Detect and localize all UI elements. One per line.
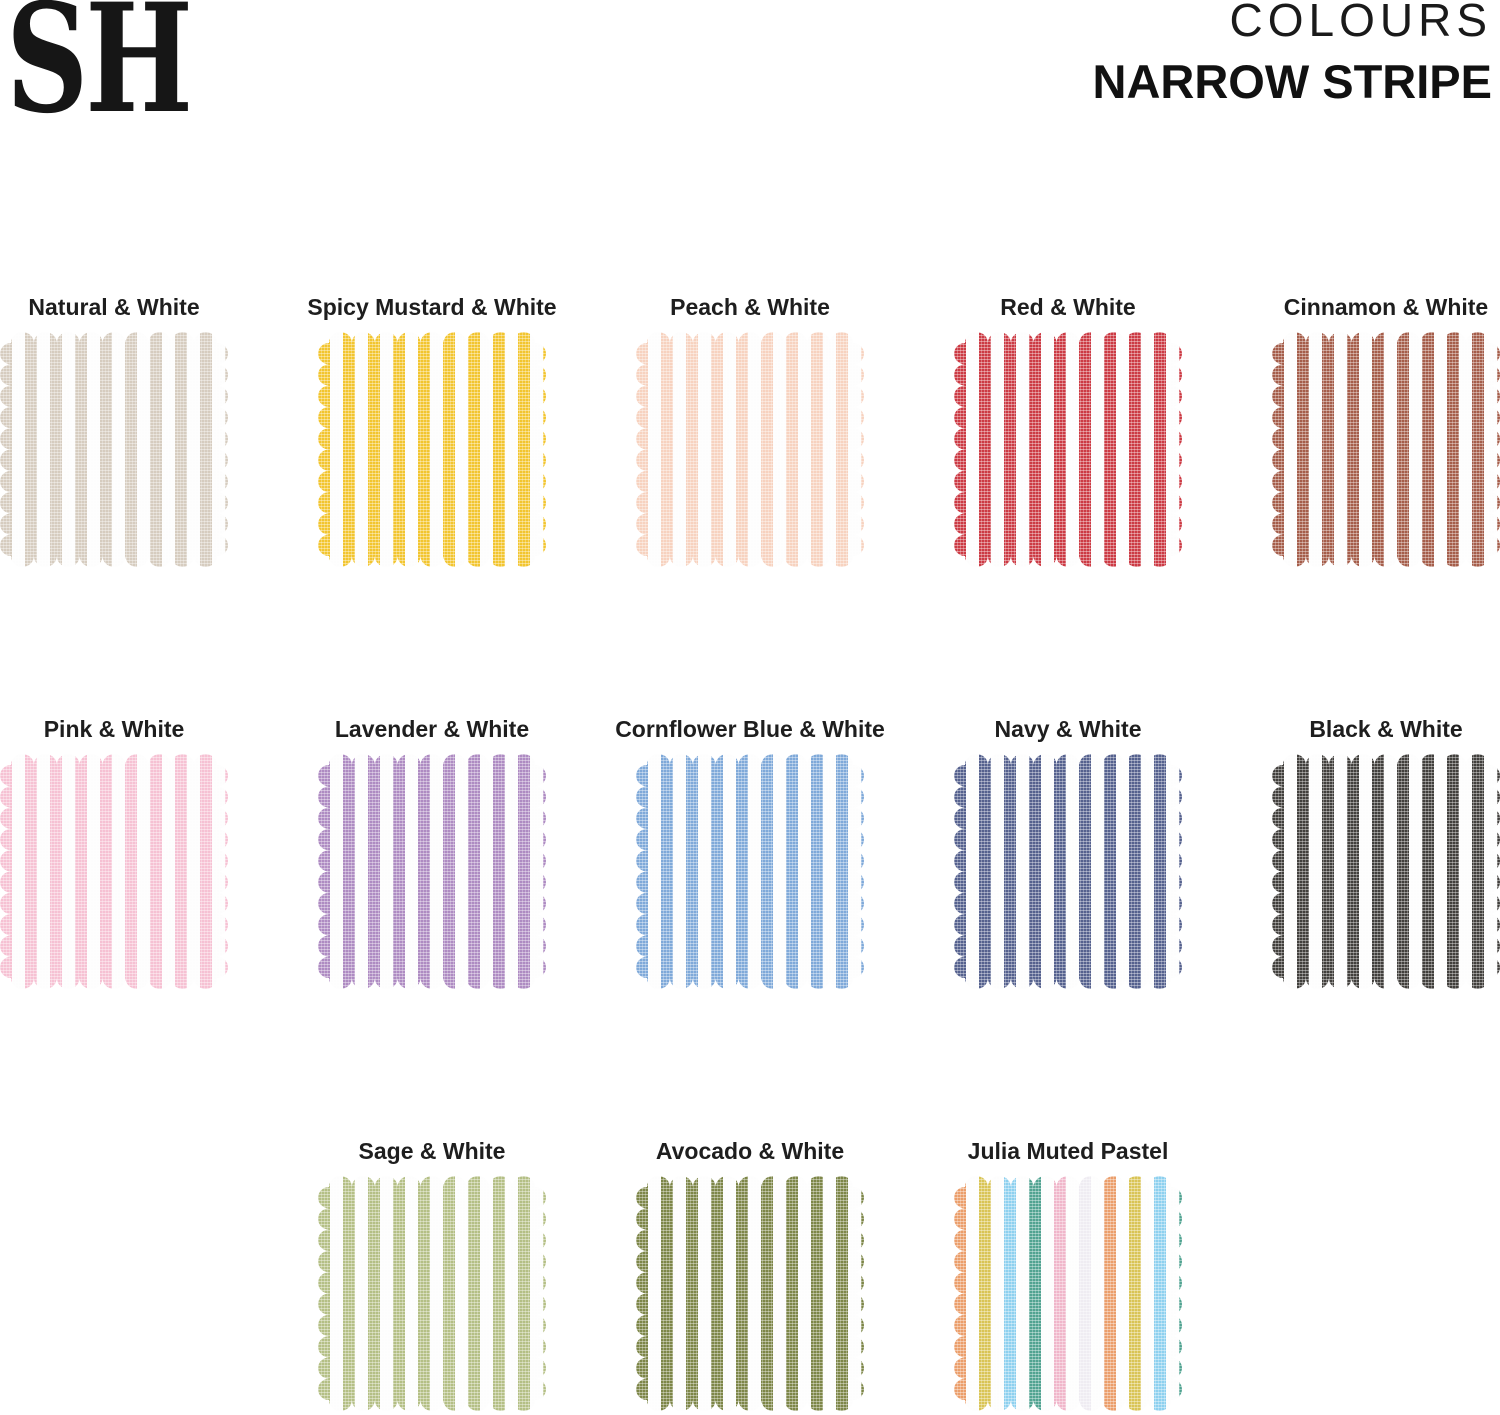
swatch-card: Spicy Mustard & White: [307, 294, 557, 570]
swatch-card: Navy & White: [954, 716, 1182, 992]
swatch-label: Spicy Mustard & White: [307, 294, 557, 320]
swatch-label: Black & White: [1309, 716, 1463, 742]
sheet-header: COLOURS NARROW STRIPE: [1093, 0, 1493, 107]
swatch-label: Sage & White: [358, 1138, 506, 1164]
swatch-card: Pink & White: [0, 716, 228, 992]
swatch-card: Cinnamon & White: [1272, 294, 1500, 570]
fabric-swatch: [954, 332, 1182, 567]
fabric-swatch: [636, 332, 864, 567]
fabric-swatch: [1272, 754, 1500, 989]
fabric-swatch: [1272, 332, 1500, 567]
fabric-swatch: [318, 1176, 546, 1411]
swatch-row-2: Pink & White Lavender & White Cornflower B…: [0, 716, 1500, 996]
swatch-label: Natural & White: [28, 294, 200, 320]
brand-logo-text: SH: [6, 0, 193, 147]
fabric-swatch: [636, 1176, 864, 1411]
swatch-card: Cornflower Blue & White: [615, 716, 885, 992]
fabric-swatch: [318, 754, 546, 989]
swatch-label: Cornflower Blue & White: [615, 716, 885, 742]
swatch-card: Lavender & White: [318, 716, 546, 992]
swatch-card: Natural & White: [0, 294, 228, 570]
swatch-label: Pink & White: [43, 716, 185, 742]
swatch-card: Peach & White: [636, 294, 864, 570]
swatch-card: Julia Muted Pastel: [954, 1138, 1182, 1414]
swatch-label: Navy & White: [994, 716, 1142, 742]
swatch-label: Peach & White: [670, 294, 830, 320]
swatch-label: Lavender & White: [334, 716, 530, 742]
swatch-label: Julia Muted Pastel: [967, 1138, 1169, 1164]
swatch-card: Sage & White: [318, 1138, 546, 1414]
swatch-row-3: Sage & White Avocado & White Julia Muted P…: [0, 1138, 1500, 1415]
swatch-row-1: Natural & White Spicy Mustard & White Peac…: [0, 294, 1500, 574]
collection-heading: COLOURS: [1229, 0, 1492, 46]
swatch-label: Red & White: [1000, 294, 1136, 320]
swatch-label: Cinnamon & White: [1283, 294, 1489, 320]
swatch-card: Black & White: [1272, 716, 1500, 992]
swatch-card: Avocado & White: [636, 1138, 864, 1414]
fabric-swatch: [0, 332, 228, 567]
fabric-swatch: [318, 332, 546, 567]
brand-logo: SH: [6, 0, 248, 147]
swatch-label: Avocado & White: [655, 1138, 845, 1164]
fabric-swatch: [954, 1176, 1182, 1411]
fabric-swatch: [954, 754, 1182, 989]
fabric-swatch: [0, 754, 228, 989]
swatch-card: Red & White: [954, 294, 1182, 570]
page-title: NARROW STRIPE: [1092, 55, 1493, 108]
fabric-swatch: [636, 754, 864, 989]
